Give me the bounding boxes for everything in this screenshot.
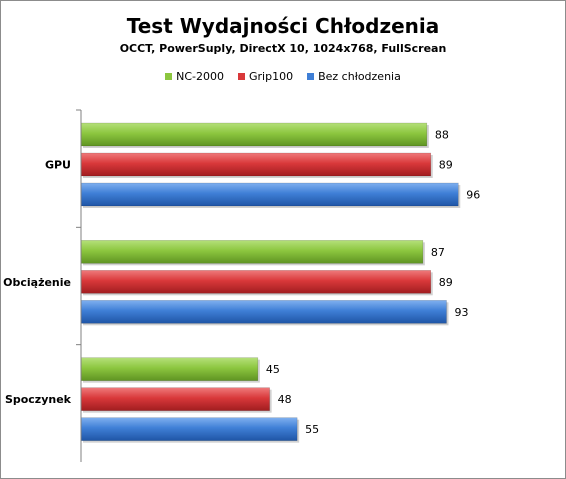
value-label-bez-chlodzenia-obciazenie: 93 [454,306,468,319]
legend-item-grip100: Grip100 [238,70,293,83]
chart-title: Test Wydajności Chłodzenia [126,14,440,38]
bar-bez-chlodzenia-spoczynek [80,417,298,441]
category-label-spoczynek: Spoczynek [5,393,72,406]
value-label-grip100-spoczynek: 48 [278,393,292,406]
value-label-nc-2000-spoczynek: 45 [266,363,280,376]
category-label-obciazenie: Obciążenie [3,276,71,289]
bar-bez-chlodzenia-obciazenie [80,300,447,324]
legend-swatch-nc2000 [165,73,173,80]
legend-swatch-bez-chlodzenia [307,73,315,80]
legend-label-nc2000: NC-2000 [176,70,224,83]
bar-grip100-gpu [80,152,432,177]
bar-nc-2000-gpu [80,122,428,147]
legend-swatch-grip100 [238,73,245,80]
value-label-grip100-gpu: 89 [439,159,453,172]
chart-subtitle: OCCT, PowerSuply, DirectX 10, 1024x768, … [119,42,447,55]
value-label-grip100-obciazenie: 89 [439,276,453,289]
category-label-gpu: GPU [45,159,71,172]
bar-grip100-obciazenie [80,270,432,294]
bar-nc-2000-spoczynek [80,357,259,381]
value-label-bez-chlodzenia-gpu: 96 [466,189,480,202]
bar-grip100-spoczynek [80,387,270,411]
value-label-nc-2000-obciazenie: 87 [431,246,445,259]
legend-label-grip100: Grip100 [249,70,294,83]
legend-label-bez-chlodzenia: Bez chłodzenia [318,70,401,83]
bar-bez-chlodzenia-gpu [80,182,459,207]
bar-nc-2000-obciazenie [80,240,424,264]
value-label-bez-chlodzenia-spoczynek: 55 [305,423,319,436]
legend-item-nc2000: NC-2000 [165,70,224,83]
value-label-nc-2000-gpu: 88 [435,129,449,142]
legend-item-bez-chlodzenia: Bez chłodzenia [307,70,401,83]
chart-legend: NC-2000 Grip100 Bez chłodzenia [0,70,566,83]
